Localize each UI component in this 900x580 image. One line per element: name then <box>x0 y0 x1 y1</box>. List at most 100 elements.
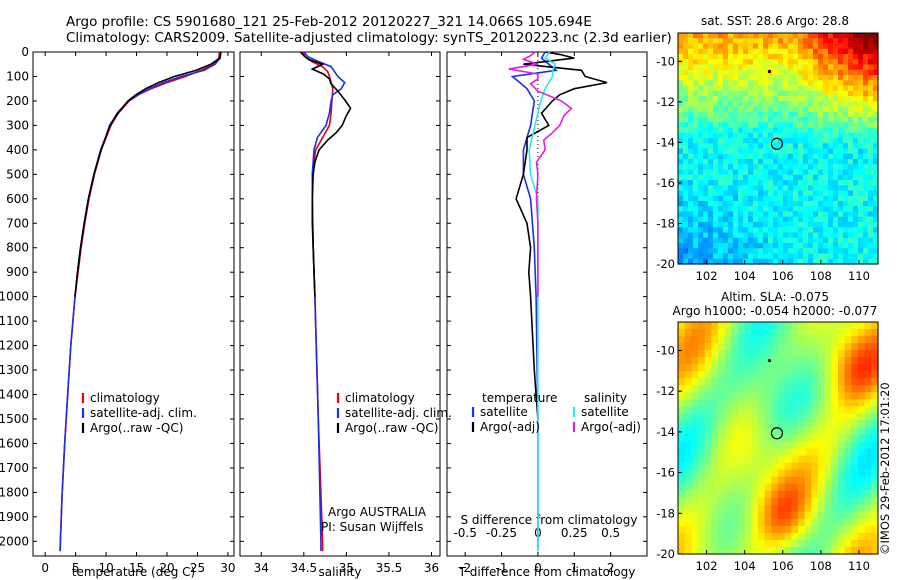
depth-tick-label: 1100 <box>0 314 29 328</box>
temperature-legend-label: satellite-adj. clim. <box>90 406 197 420</box>
map-frame <box>677 321 879 555</box>
figure-title-line2: Climatology: CARS2009. Satellite-adjuste… <box>66 30 672 46</box>
map-lon-tick-label: 102 <box>696 559 718 573</box>
temperature-difference-tick-label: 1 <box>570 561 578 575</box>
figure-title-line1: Argo profile: CS 5901680_121 25-Feb-2012… <box>66 14 592 30</box>
diff-legend-temperature-label: Argo(-adj) <box>480 420 540 434</box>
salinity-legend-label: climatology <box>345 391 415 405</box>
map-lat-tick-label: -14 <box>656 135 675 149</box>
salinity-tick-label: 36 <box>424 561 439 575</box>
temperature-tick-label: 15 <box>129 561 144 575</box>
island-marker <box>767 69 772 74</box>
depth-tick-label: 1900 <box>0 510 29 524</box>
series-salinity-argo-adj- <box>508 51 573 297</box>
map-lat-tick-label: -18 <box>656 216 675 230</box>
depth-tick-label: 500 <box>6 167 29 181</box>
salinity-difference-tick-label: 0.5 <box>601 526 620 540</box>
map-lon-tick-label: 102 <box>696 269 718 283</box>
temperature-legend-label: Argo(..raw -QC) <box>90 421 183 435</box>
temperature-tick-label: 5 <box>72 561 80 575</box>
sla-map-panel: -10 -12 -14 -16 -18 -20 102 104 106 108 110 Altim. … <box>656 290 879 573</box>
series-argo-raw-qc- <box>74 52 222 297</box>
depth-tick-label: 700 <box>6 216 29 230</box>
map-lon-tick-label: 110 <box>848 559 870 573</box>
salinity-legend-label: satellite-adj. clim. <box>345 406 452 420</box>
map-lat-tick-label: -14 <box>656 425 675 439</box>
map-lat-tick-label: -20 <box>656 547 675 561</box>
map-lon-tick-label: 110 <box>848 269 870 283</box>
diff-legend-salinity-label: satellite <box>581 405 629 419</box>
map-lat-tick-label: -16 <box>656 466 675 480</box>
float-position-marker <box>770 427 784 440</box>
depth-tick-label: 1400 <box>0 388 29 402</box>
temperature-difference-tick-label: 2 <box>607 561 615 575</box>
map-lon-tick-label: 108 <box>810 269 832 283</box>
temperature-legend-label: climatology <box>90 391 160 405</box>
sla-map-title: Altim. SLA: -0.075 <box>721 290 829 304</box>
depth-tick-label: 1300 <box>0 363 29 377</box>
argo-height-title: Argo h1000: -0.054 h2000: -0.077 <box>673 304 878 318</box>
diff-legend-temperature-label: satellite <box>480 405 528 419</box>
salinity-difference-axis-label: S difference from climatology <box>461 513 638 527</box>
temperature-tick-label: 0 <box>41 561 49 575</box>
pi-label: PI: Susan Wijffels <box>321 520 423 534</box>
credit-text: ©IMOS 29-Feb-2012 17:01:20 <box>878 382 892 555</box>
map-lat-tick-label: -10 <box>656 343 675 357</box>
depth-tick-label: 1600 <box>0 436 29 450</box>
depth-tick-label: 1800 <box>0 485 29 499</box>
float-position-marker <box>770 137 784 150</box>
diff-legend-salinity-label: Argo(-adj) <box>581 420 641 434</box>
depth-tick-label: 400 <box>6 143 29 157</box>
temperature-tick-label: 20 <box>159 561 174 575</box>
diff-legend-temperature-title: temperature <box>482 391 557 405</box>
temperature-tick-label: 25 <box>190 561 205 575</box>
depth-tick-label: 900 <box>6 265 29 279</box>
argo-program-label: Argo AUSTRALIA <box>328 505 427 519</box>
temperature-profile-panel: 0100200300400500600700800900100011001200… <box>0 45 236 579</box>
map-lon-tick-label: 106 <box>772 269 794 283</box>
temperature-difference-tick-label: 0 <box>534 561 542 575</box>
salinity-legend-label: Argo(..raw -QC) <box>345 421 438 435</box>
sst-map-title: sat. SST: 28.6 Argo: 28.8 <box>701 14 849 28</box>
map-lat-tick-label: -16 <box>656 176 675 190</box>
salinity-tick-label: 34.5 <box>290 561 317 575</box>
temperature-axis-label: temperature (deg C) <box>72 565 195 579</box>
depth-tick-label: 1500 <box>0 412 29 426</box>
map-lon-tick-label: 108 <box>810 559 832 573</box>
series-temperature-argo-adj- <box>515 51 608 420</box>
salinity-profile-panel: 34 34.5 35 35.5 36 salinity climatologysatelli… <box>239 51 452 579</box>
sst-map-raster <box>678 33 879 265</box>
map-lat-tick-label: -12 <box>656 95 675 109</box>
map-lon-tick-label: 104 <box>734 269 756 283</box>
series-satellite-adj-clim- <box>303 51 346 552</box>
depth-tick-label: 1700 <box>0 461 29 475</box>
depth-tick-label: 200 <box>6 94 29 108</box>
salinity-tick-label: 35.5 <box>376 561 403 575</box>
depth-tick-label: 600 <box>6 192 29 206</box>
map-frame <box>677 32 879 265</box>
temperature-difference-tick-label: -1 <box>496 561 508 575</box>
depth-tick-label: 2000 <box>0 534 29 548</box>
temperature-tick-label: 10 <box>98 561 113 575</box>
temperature-difference-axis-label: T difference from climatology <box>458 565 636 579</box>
series-salinity-satellite <box>528 51 557 552</box>
diff-legend-salinity-title: salinity <box>584 391 627 405</box>
temperature-difference-tick-label: -2 <box>459 561 471 575</box>
plot-frame <box>239 51 441 557</box>
salinity-difference-tick-label: -0.5 <box>453 526 476 540</box>
salinity-tick-label: 35 <box>339 561 354 575</box>
series-argo-raw-qc- <box>299 51 352 297</box>
plot-frame <box>446 51 648 557</box>
series-climatology <box>301 51 334 552</box>
series-climatology <box>59 51 221 552</box>
depth-tick-label: 0 <box>21 45 29 59</box>
sst-map-panel: -10 -12 -14 -16 -18 -20 102 104 106 108 110 sat. SS… <box>656 14 879 283</box>
salinity-axis-label: salinity <box>318 565 361 579</box>
salinity-tick-label: 34 <box>254 561 269 575</box>
map-lon-tick-label: 104 <box>734 559 756 573</box>
temperature-tick-label: 30 <box>220 561 235 575</box>
depth-tick-label: 100 <box>6 69 29 83</box>
salinity-difference-tick-label: 0.25 <box>561 526 588 540</box>
